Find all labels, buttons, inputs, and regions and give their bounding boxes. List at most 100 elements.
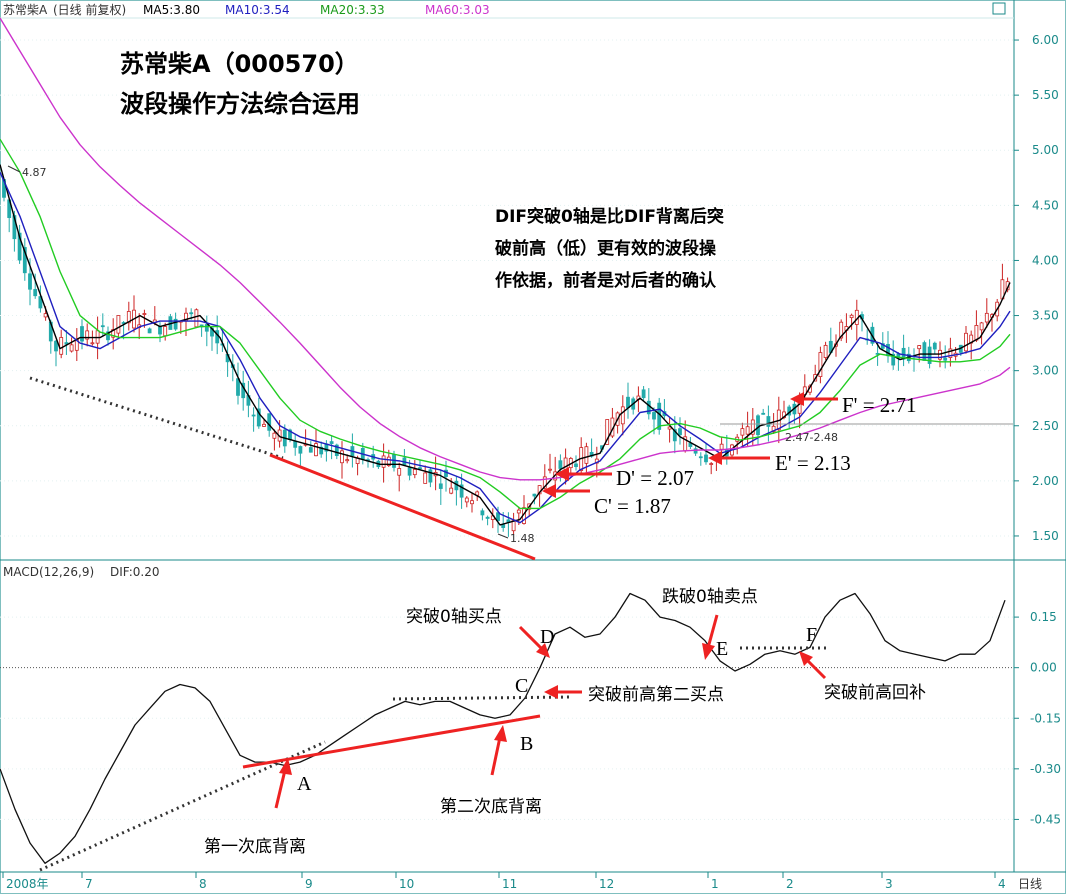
point-a: A: [297, 773, 312, 795]
header-ma5: MA5:3.80: [143, 3, 200, 17]
candle-body: [480, 510, 485, 516]
candle-body: [558, 460, 563, 469]
candle-body: [85, 330, 90, 340]
price-tick-label: 4.00: [1032, 253, 1059, 267]
candle-body: [548, 468, 552, 471]
candle-body: [719, 443, 724, 450]
candle-body: [173, 318, 178, 330]
x-tick-label: 1: [711, 877, 719, 891]
point-c: C: [515, 675, 528, 697]
header-ma20: MA20:3.33: [320, 3, 385, 17]
candle-body: [948, 348, 953, 358]
range-label: 2.47-2.48: [785, 431, 838, 444]
candle-body: [397, 468, 402, 476]
candle-body: [761, 412, 766, 415]
candle-body: [927, 346, 932, 364]
candle-body: [756, 415, 760, 436]
candle-body: [90, 342, 95, 345]
candle-body: [678, 428, 682, 436]
candle-body: [974, 325, 979, 341]
arrow-e-prime: [708, 451, 770, 465]
candle-body: [667, 426, 672, 430]
candle-body: [932, 342, 937, 350]
candle-body: [272, 432, 277, 439]
candle-body: [626, 396, 630, 409]
zero-axis-buy-label: 突破0轴买点: [406, 607, 502, 627]
candle-body: [204, 324, 209, 332]
candle-body: [943, 357, 948, 361]
candle-body: [329, 441, 334, 444]
header-mode: (日线 前复权): [53, 2, 126, 17]
macd-tick-label: 0.00: [1030, 661, 1057, 675]
point-e: E: [716, 638, 728, 660]
price-tick-label: 2.00: [1032, 474, 1059, 488]
candle-body: [256, 408, 261, 427]
x-tick-label: 2: [786, 877, 794, 891]
candle-body: [750, 419, 755, 435]
candle-body: [126, 311, 131, 324]
candle-body: [964, 332, 968, 352]
candle-body: [709, 463, 714, 465]
low-price-label: 1.48: [510, 532, 535, 545]
candle-body: [33, 289, 38, 297]
macd-tick-label: -0.15: [1030, 711, 1061, 725]
candle-body: [532, 493, 537, 497]
price-tick-label: 5.00: [1032, 143, 1059, 157]
candle-body: [823, 344, 828, 358]
c-prime-value: C' = 1.87: [594, 494, 671, 518]
candle-body: [293, 440, 298, 448]
x-axis: 2008年 7 8 9 10 11 12 1 2 3 4: [2, 872, 1006, 891]
candle-body: [574, 463, 578, 468]
candle-body: [412, 469, 417, 476]
first-divergence-label: 第一次底背离: [204, 837, 306, 857]
candle-body: [142, 313, 147, 315]
candle-body: [189, 312, 194, 315]
price-tick-label: 3.50: [1032, 309, 1059, 323]
point-b: B: [520, 733, 533, 755]
series-line-ma10: [0, 172, 1011, 524]
candle-body: [485, 516, 490, 519]
price-tick-label: 1.50: [1032, 529, 1059, 543]
note-line-2: 破前高（低）更有效的波段操: [495, 238, 716, 259]
candle-body: [69, 344, 74, 352]
point-d: D: [540, 626, 554, 648]
series-line-ma60: [0, 17, 1011, 481]
chart-annotation-title: 苏常柴A（000570）: [120, 50, 359, 78]
candle-body: [267, 413, 272, 431]
price-tick-label: 4.50: [1032, 198, 1059, 212]
candle-body: [620, 406, 625, 425]
candle-body: [22, 247, 27, 274]
arrow-d-prime: [555, 467, 612, 481]
note-line-3: 作依据，前者是对后者的确认: [495, 270, 717, 291]
candle-body: [818, 352, 823, 378]
candle-body: [423, 472, 428, 484]
series-line-ma20: [0, 138, 1011, 510]
macd-tick-label: -0.30: [1030, 762, 1061, 776]
candle-body: [745, 426, 750, 435]
candle-body: [542, 476, 547, 489]
header-stock: 苏常柴A: [3, 3, 48, 17]
macd-divergence-line: [242, 714, 541, 769]
candle-body: [100, 325, 105, 328]
header-ma10: MA10:3.54: [225, 3, 290, 17]
candle-body: [43, 313, 48, 318]
candle-body: [116, 315, 121, 334]
price-tick-label: 3.00: [1032, 364, 1059, 378]
candle-body: [704, 454, 708, 463]
macd-tick-label: 0.15: [1030, 610, 1057, 624]
window-toggle-icon[interactable]: [992, 2, 1006, 15]
arrow-e: [702, 614, 719, 660]
candle-body: [64, 342, 69, 345]
candle-body: [516, 509, 521, 514]
candle-body: [605, 419, 610, 445]
candle-body: [298, 446, 303, 454]
price-support-dotted-line: [29, 376, 284, 460]
period-label[interactable]: 日线: [1018, 877, 1042, 891]
price-tick-label: 6.00: [1032, 33, 1059, 47]
macd-grid: 0.15 0.00 -0.15 -0.30 -0.45: [0, 610, 1061, 826]
candle-body: [407, 467, 412, 476]
candle-body: [766, 416, 771, 427]
x-tick-label: 4: [998, 877, 1006, 891]
candle-body: [158, 326, 162, 335]
